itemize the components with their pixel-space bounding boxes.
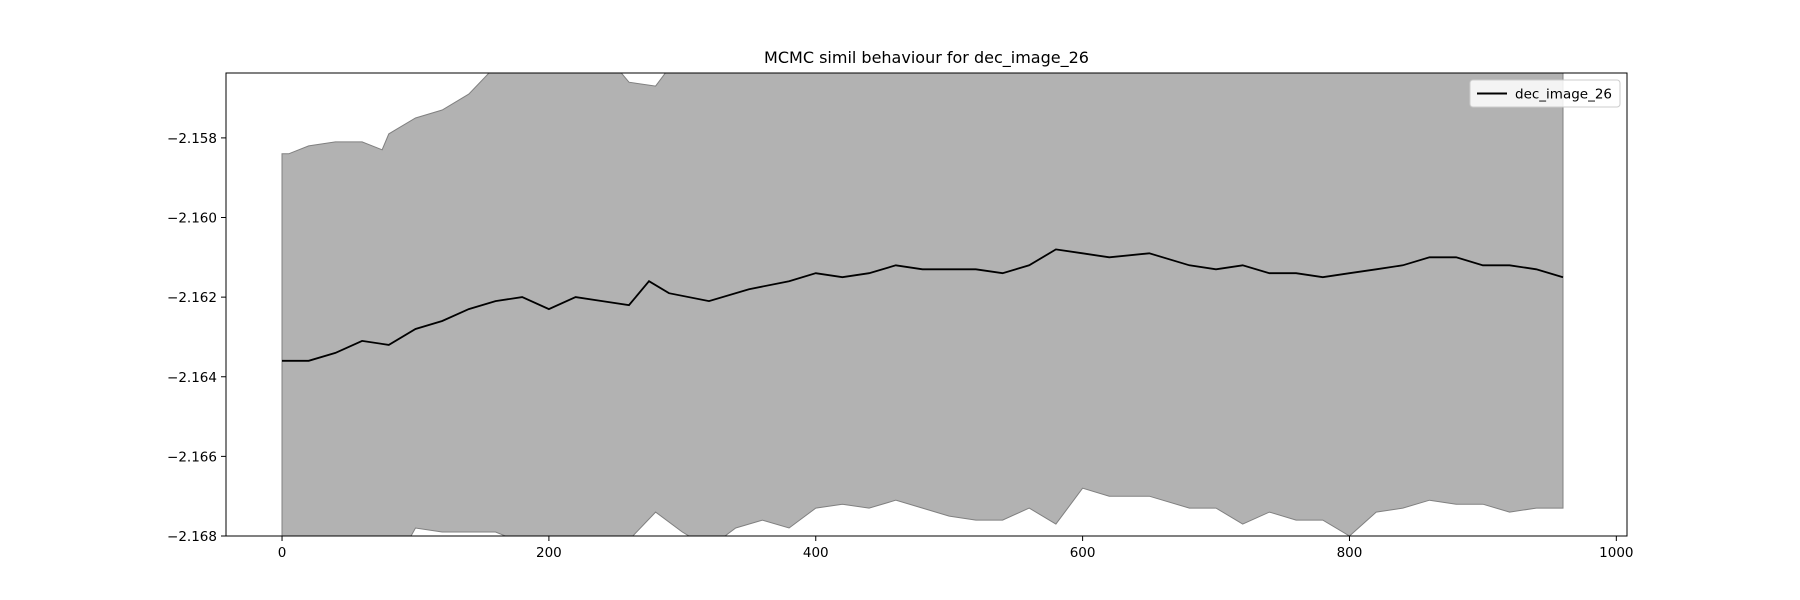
legend: dec_image_26 [1469, 79, 1621, 108]
x-tick-label: 200 [536, 545, 562, 561]
plot-area [281, 73, 1564, 536]
plot-frame [225, 72, 1628, 537]
legend-label: dec_image_26 [1515, 87, 1612, 103]
chart-title: MCMC simil behaviour for dec_image_26 [764, 48, 1089, 68]
y-tick-label: −2.158 [167, 131, 217, 147]
uncertainty-band [281, 73, 1564, 536]
x-tick-label: 1000 [1599, 545, 1633, 561]
x-tick-label: 800 [1337, 545, 1363, 561]
x-tick-label: 0 [278, 545, 287, 561]
x-tick-label: 400 [803, 545, 829, 561]
y-tick-label: −2.168 [167, 529, 217, 545]
y-tick-label: −2.164 [167, 370, 217, 386]
series-line-dec-image-26 [282, 248, 1564, 362]
x-axis: 0 200 400 600 800 1000 [278, 536, 1634, 561]
y-axis: −2.158 −2.160 −2.162 −2.164 −2.166 −2.168 [167, 131, 226, 545]
legend-box [1469, 79, 1621, 108]
y-tick-label: −2.166 [167, 449, 217, 465]
y-tick-label: −2.160 [167, 211, 217, 227]
y-tick-label: −2.162 [167, 290, 217, 306]
x-tick-label: 600 [1070, 545, 1096, 561]
